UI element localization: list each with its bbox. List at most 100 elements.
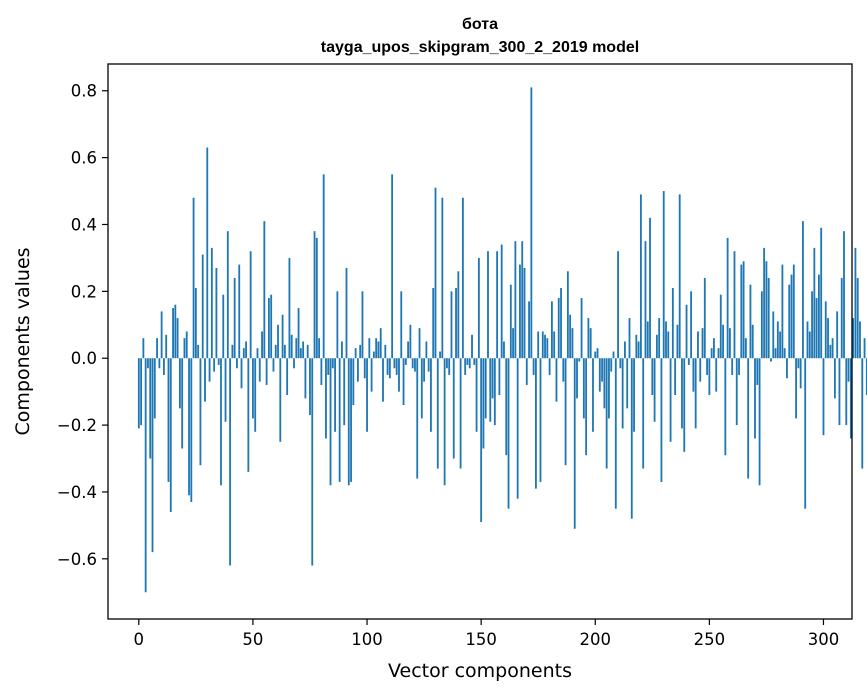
bar — [749, 284, 752, 359]
bar — [820, 227, 823, 359]
bar — [859, 321, 861, 359]
bar — [461, 197, 464, 359]
bar — [277, 324, 279, 359]
bar — [315, 237, 318, 359]
bar — [802, 221, 804, 359]
bar — [692, 358, 695, 392]
y-axis-label: Components values — [12, 247, 34, 435]
bar — [231, 344, 234, 359]
bar — [838, 358, 841, 426]
bar — [662, 191, 665, 359]
y-tick-label: 0.0 — [71, 349, 97, 368]
bar — [758, 358, 761, 486]
bar — [466, 358, 469, 365]
bar — [564, 358, 567, 466]
bar — [496, 251, 499, 359]
bar — [217, 358, 220, 365]
bar — [418, 328, 421, 359]
bar — [815, 298, 818, 359]
bar — [733, 251, 736, 359]
bar — [804, 358, 807, 509]
bar — [151, 358, 154, 553]
bar — [505, 358, 508, 456]
y-tick-label: 0.2 — [71, 282, 97, 301]
bar — [772, 311, 775, 359]
bar — [580, 298, 583, 359]
bar — [694, 358, 697, 429]
bar — [573, 358, 576, 529]
bar — [676, 324, 679, 359]
bar — [263, 221, 266, 359]
bar — [603, 358, 606, 409]
bar — [233, 277, 236, 359]
bar — [402, 358, 405, 406]
bar — [254, 358, 257, 432]
bar — [256, 348, 259, 359]
bar — [153, 358, 156, 419]
bar — [439, 351, 441, 359]
bar — [261, 331, 263, 359]
bar — [703, 277, 706, 359]
bar — [491, 358, 494, 399]
bar — [605, 358, 608, 469]
bar — [215, 267, 218, 359]
bar — [313, 231, 316, 359]
bar — [735, 358, 738, 426]
bar — [391, 174, 394, 359]
bar — [318, 338, 321, 359]
bar — [708, 358, 711, 395]
bar — [728, 328, 731, 359]
bar — [420, 358, 423, 419]
bar — [763, 247, 766, 359]
bar — [523, 267, 526, 359]
bar — [503, 341, 505, 359]
bar — [226, 231, 229, 359]
bar — [137, 358, 140, 429]
bar — [555, 358, 558, 402]
bar — [400, 291, 403, 359]
bar — [432, 288, 435, 359]
bar — [356, 358, 359, 382]
bar — [852, 318, 855, 359]
bar — [404, 358, 407, 365]
bar — [338, 358, 341, 482]
bar — [585, 358, 588, 456]
bar — [521, 241, 524, 359]
bar — [165, 334, 168, 359]
bar — [322, 174, 325, 359]
bar — [393, 358, 396, 369]
bar — [512, 328, 515, 359]
bar — [544, 334, 546, 359]
bar — [169, 358, 172, 513]
bar — [416, 358, 419, 479]
bar — [849, 358, 852, 439]
bar — [174, 304, 177, 359]
bar — [386, 358, 389, 375]
bar — [519, 264, 521, 359]
bar — [352, 358, 355, 406]
bar — [571, 328, 574, 359]
bar — [539, 358, 542, 482]
bar — [541, 331, 544, 359]
x-tick-label: 50 — [242, 630, 263, 649]
bar — [240, 358, 243, 389]
bar — [197, 344, 200, 359]
bar — [359, 344, 362, 359]
bar — [669, 358, 672, 442]
bar — [808, 331, 811, 359]
bar — [147, 358, 149, 369]
bar — [710, 348, 713, 359]
bar — [614, 358, 617, 509]
bar — [190, 358, 193, 502]
bar — [208, 358, 211, 382]
bar — [382, 358, 384, 402]
bar — [646, 321, 649, 359]
bar — [683, 358, 686, 452]
bar — [717, 348, 720, 359]
bar — [667, 331, 670, 359]
bar — [630, 358, 633, 519]
bar — [783, 348, 786, 359]
bar — [576, 358, 578, 399]
bar — [238, 264, 241, 359]
bar — [452, 358, 455, 459]
